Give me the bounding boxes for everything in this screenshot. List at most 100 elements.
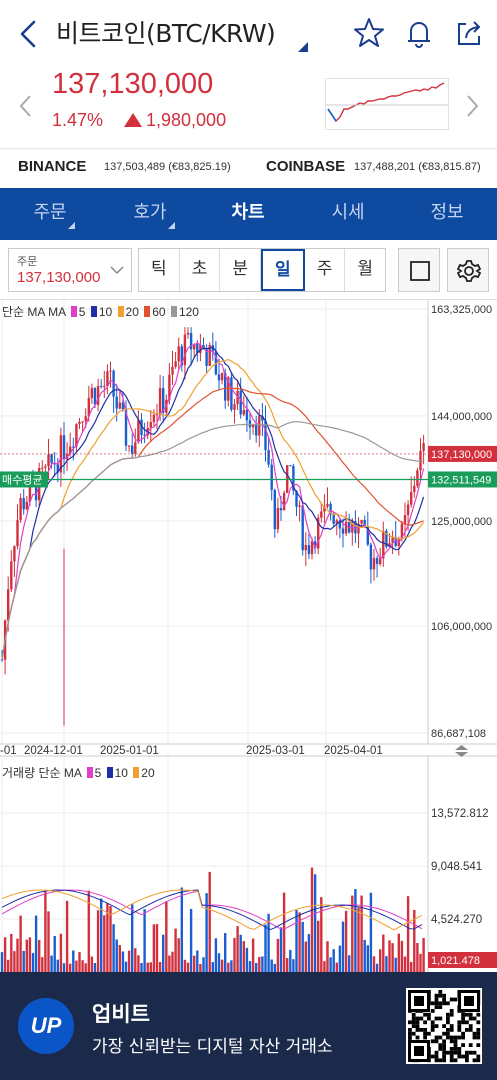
volume-bar	[382, 934, 385, 972]
qr-module	[434, 1054, 439, 1059]
qr-module	[414, 1046, 424, 1056]
volume-legend-label: 거래량 단순 MA	[2, 766, 82, 780]
candle-body	[242, 409, 245, 415]
qr-module	[442, 1031, 446, 1036]
tab-chart[interactable]: 차트	[198, 188, 298, 240]
volume-bar	[385, 956, 388, 972]
qr-module	[464, 996, 474, 1006]
qr-module	[453, 1043, 458, 1047]
title-dropdown-icon[interactable]	[298, 42, 308, 52]
qr-module	[434, 1024, 439, 1028]
bell-icon[interactable]	[402, 16, 436, 50]
volume-bar	[87, 890, 90, 972]
qr-module	[453, 1050, 458, 1055]
tab-order[interactable]: 주문	[0, 188, 100, 240]
upbit-banner[interactable]: UP 업비트 가장 신뢰받는 디지털 자산 거래소	[0, 972, 497, 1080]
volume-bar	[16, 938, 19, 972]
star-icon[interactable]	[352, 16, 386, 50]
volume-bar	[326, 941, 329, 972]
share-icon[interactable]	[452, 16, 486, 50]
next-coin-icon[interactable]	[462, 92, 482, 120]
qr-module	[434, 997, 439, 1002]
vol-ma-20-swatch	[133, 767, 140, 778]
tab-info[interactable]: 정보	[397, 188, 497, 240]
volume-bar	[84, 963, 87, 972]
current-price: 137,130,000	[52, 68, 214, 100]
qr-module	[438, 1047, 443, 1051]
qr-module	[438, 1035, 443, 1040]
up-triangle-icon	[124, 113, 142, 127]
tab-orderbook-label: 호가	[133, 202, 167, 223]
volume-bar	[348, 955, 351, 972]
qr-module	[438, 1058, 443, 1063]
change-amount: 1,980,000	[146, 110, 227, 130]
banner-title: 업비트	[92, 1002, 150, 1026]
prev-coin-icon[interactable]	[16, 92, 36, 120]
candle-body	[53, 463, 56, 465]
mini-chart[interactable]	[325, 78, 449, 130]
volume-bar	[28, 937, 32, 972]
qr-module	[430, 1020, 435, 1025]
vol-tick-label: 9,048.541	[431, 861, 482, 873]
candle-body	[385, 530, 388, 547]
candle-body	[363, 519, 366, 527]
candle-body	[410, 491, 413, 505]
candle-body	[13, 546, 16, 562]
candle-body	[304, 545, 307, 551]
volume-bar	[227, 962, 230, 972]
candle-body	[267, 450, 270, 465]
back-arrow-icon[interactable]	[14, 16, 44, 52]
interval-day[interactable]: 일	[261, 249, 305, 291]
candle-body	[214, 351, 218, 375]
qr-module	[427, 1016, 431, 1021]
interval-month[interactable]: 월	[357, 259, 374, 279]
qr-module	[468, 1050, 473, 1055]
interval-second[interactable]: 초	[180, 249, 221, 291]
avg-buy-badge	[0, 471, 48, 488]
interval-week[interactable]: 주	[305, 249, 346, 291]
volume-bar	[146, 962, 149, 972]
order-select[interactable]: 주문 137,130,000	[8, 248, 132, 292]
qr-module	[461, 1054, 465, 1059]
avg-buy-label: 매수평균	[2, 473, 42, 486]
y-tick-label: 163,325,000	[431, 304, 492, 316]
ma-120-label: 120	[178, 305, 199, 319]
candle-body	[180, 346, 183, 366]
candle-body	[413, 485, 416, 492]
candle-body	[174, 361, 177, 367]
candle-body	[301, 505, 304, 551]
gear-icon[interactable]	[447, 248, 489, 292]
qr-module	[449, 1012, 454, 1017]
qr-module	[476, 1012, 481, 1017]
volume-bar	[286, 958, 289, 972]
volume-bar	[236, 926, 239, 972]
y-tick-label: 106,000,000	[431, 621, 492, 633]
qr-module	[465, 1058, 469, 1063]
page-title[interactable]: 비트코인(BTC/KRW)	[56, 19, 276, 48]
interval-minute[interactable]: 분	[220, 249, 262, 291]
candle-body	[248, 420, 252, 428]
volume-bar	[56, 959, 59, 972]
volume-bar	[124, 961, 128, 972]
volume-bar	[189, 908, 193, 972]
interval-tick[interactable]: 틱	[139, 249, 180, 291]
price-chart[interactable]: 163,325,000 144,000,000 125,000,000 106,000…	[0, 300, 497, 972]
chart-canvas[interactable]: 163,325,000 144,000,000 125,000,000 106,000…	[0, 300, 497, 972]
qr-module	[423, 1035, 427, 1040]
tab-orderbook[interactable]: 호가	[100, 188, 200, 240]
volume-bar	[338, 945, 342, 972]
divider	[0, 148, 497, 149]
qr-code[interactable]	[406, 988, 482, 1064]
qr-module	[434, 1016, 439, 1021]
drawing-tool-button[interactable]	[398, 248, 440, 292]
qr-module	[468, 1024, 473, 1028]
candle-body	[149, 422, 152, 428]
candle-body	[313, 541, 317, 549]
y-tick-label: 125,000,000	[431, 516, 492, 528]
candle-body	[422, 443, 425, 451]
volume-bar	[366, 945, 369, 972]
vol-ma-5-swatch	[86, 767, 93, 778]
tab-market[interactable]: 시세	[298, 188, 398, 240]
volume-bar	[416, 943, 419, 972]
tab-info-label: 정보	[430, 202, 464, 223]
